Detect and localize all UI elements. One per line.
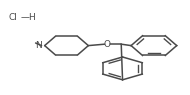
Text: Cl: Cl	[9, 13, 18, 22]
Text: O: O	[104, 40, 111, 49]
Text: —H: —H	[21, 13, 36, 22]
Text: N: N	[36, 41, 42, 50]
